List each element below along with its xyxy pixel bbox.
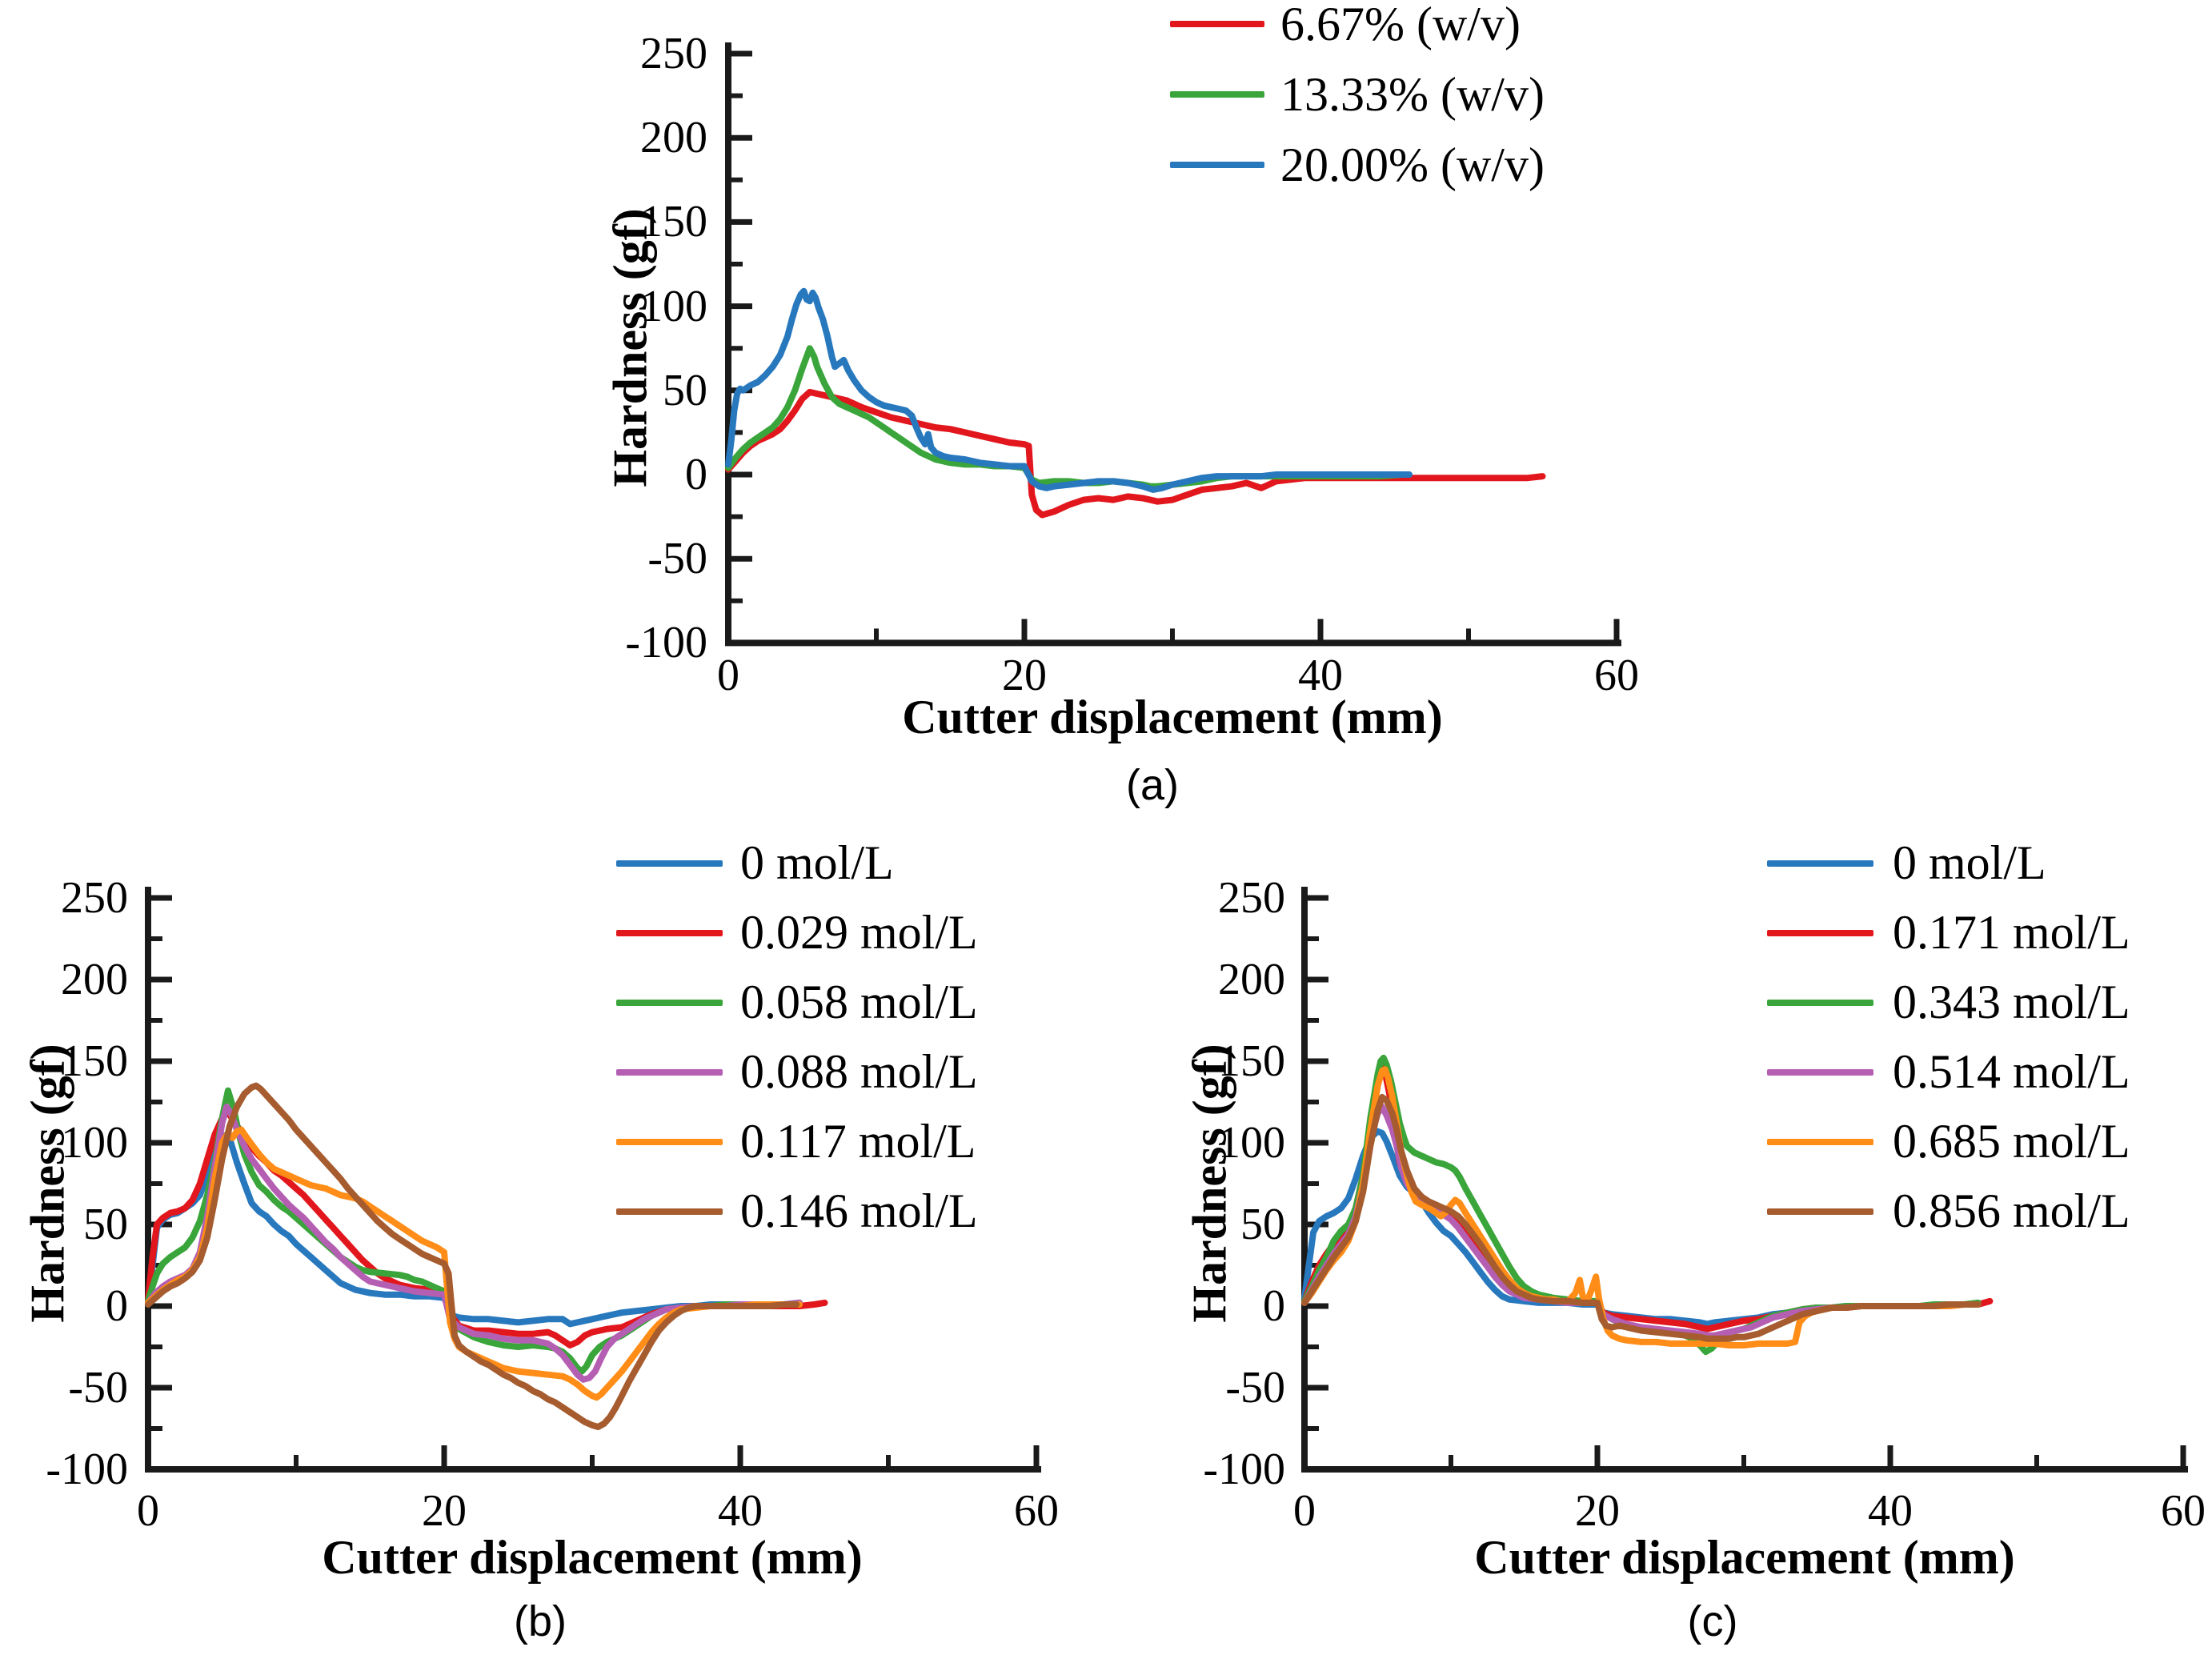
y-tick-label: 100 xyxy=(61,1118,128,1168)
y-tick-label: -100 xyxy=(1203,1445,1285,1494)
series-line xyxy=(725,388,1546,519)
y-tick-label: 200 xyxy=(61,955,128,1004)
legend-label: 0.343 mol/L xyxy=(1893,976,2130,1028)
y-tick-label: 50 xyxy=(663,365,707,415)
legend-line-swatch xyxy=(1767,999,1873,1006)
legend-line-swatch xyxy=(1767,929,1873,936)
legend-line-swatch xyxy=(616,999,723,1006)
legend-line-swatch xyxy=(616,1208,723,1215)
legend-item: 0.029 mol/L xyxy=(616,898,978,968)
legend-label: 0.058 mol/L xyxy=(740,976,978,1028)
legend-line-swatch xyxy=(1170,21,1264,27)
y-tick-label: -50 xyxy=(647,534,707,584)
y-tick-label: -50 xyxy=(68,1363,128,1413)
legend-line-swatch xyxy=(1767,1138,1873,1145)
legend-label: 20.00% (w/v) xyxy=(1280,138,1545,191)
legend-item: 0.146 mol/L xyxy=(616,1176,978,1246)
caption-b: (b) xyxy=(514,1597,567,1645)
y-tick-label: 250 xyxy=(1218,873,1285,923)
x-tick-label: 20 xyxy=(1002,651,1047,700)
x-tick-label: 60 xyxy=(2161,1486,2206,1536)
caption-a: (a) xyxy=(1126,761,1179,809)
legend-item: 20.00% (w/v) xyxy=(1170,130,1545,200)
legend-item: 0.058 mol/L xyxy=(616,968,978,1037)
y-tick-label: 100 xyxy=(1218,1118,1285,1168)
y-tick-label: 200 xyxy=(640,113,707,163)
legend-label: 0.117 mol/L xyxy=(740,1115,976,1168)
y-tick-label: 0 xyxy=(106,1281,128,1331)
y-tick-label: 150 xyxy=(61,1036,128,1086)
legend-item: 0.088 mol/L xyxy=(616,1037,978,1107)
y-tick-label: -50 xyxy=(1225,1363,1285,1413)
legend-label: 0.029 mol/L xyxy=(740,906,978,959)
legend-label: 6.67% (w/v) xyxy=(1280,0,1521,50)
legend-line-swatch xyxy=(1767,860,1873,867)
series-line xyxy=(725,345,1405,490)
x-tick-label: 40 xyxy=(1868,1486,1913,1536)
y-tick-label: 0 xyxy=(1263,1281,1285,1331)
legend-item: 0.117 mol/L xyxy=(616,1107,978,1176)
x-tick-label: 0 xyxy=(717,651,739,700)
y-tick-label: 150 xyxy=(1218,1036,1285,1086)
legend-c: 0 mol/L 0.171 mol/L 0.343 mol/L 0.514 mol/L… xyxy=(1767,828,2130,1246)
y-tick-label: -100 xyxy=(46,1445,128,1494)
legend-line-swatch xyxy=(616,1068,723,1076)
x-tick-label: 60 xyxy=(1014,1486,1059,1536)
legend-line-swatch xyxy=(616,860,723,867)
legend-line-swatch xyxy=(1767,1068,1873,1076)
y-tick-label: -100 xyxy=(625,618,707,668)
legend-item: 0.171 mol/L xyxy=(1767,898,2130,968)
legend-a: 6.67% (w/v) 13.33% (w/v) 20.00% (w/v) xyxy=(1170,0,1545,200)
y-tick-label: 150 xyxy=(640,197,707,247)
y-tick-label: 0 xyxy=(685,450,707,499)
x-axis-label-b: Cutter displacement (mm) xyxy=(322,1531,863,1584)
y-tick-label: 50 xyxy=(83,1200,128,1249)
x-tick-label: 60 xyxy=(1594,651,1639,700)
legend-item: 13.33% (w/v) xyxy=(1170,59,1545,130)
series-line xyxy=(725,287,1413,493)
x-tick-label: 40 xyxy=(1298,651,1343,700)
legend-item: 0.514 mol/L xyxy=(1767,1037,2130,1107)
legend-line-swatch xyxy=(1767,1208,1873,1215)
legend-label: 0.685 mol/L xyxy=(1893,1115,2130,1168)
legend-item: 6.67% (w/v) xyxy=(1170,0,1545,59)
legend-label: 0 mol/L xyxy=(740,836,894,889)
y-tick-label: 100 xyxy=(640,281,707,331)
legend-item: 0.685 mol/L xyxy=(1767,1107,2130,1176)
x-tick-label: 0 xyxy=(1293,1486,1316,1536)
x-tick-label: 20 xyxy=(422,1486,467,1536)
legend-label: 0.146 mol/L xyxy=(740,1184,978,1237)
legend-item: 0.856 mol/L xyxy=(1767,1176,2130,1246)
y-tick-label: 200 xyxy=(1218,955,1285,1004)
legend-label: 0.171 mol/L xyxy=(1893,906,2130,959)
y-tick-label: 250 xyxy=(61,873,128,923)
y-tick-label: 50 xyxy=(1240,1200,1285,1249)
legend-line-swatch xyxy=(616,1138,723,1145)
legend-item: 0 mol/L xyxy=(616,828,978,898)
legend-line-swatch xyxy=(616,929,723,936)
caption-c: (c) xyxy=(1687,1597,1738,1645)
x-axis-label-a: Cutter displacement (mm) xyxy=(902,691,1443,743)
x-axis-label-c: Cutter displacement (mm) xyxy=(1474,1531,2015,1584)
legend-line-swatch xyxy=(1170,162,1264,168)
legend-b: 0 mol/L 0.029 mol/L 0.058 mol/L 0.088 mol/L… xyxy=(616,828,978,1246)
y-tick-label: 250 xyxy=(640,29,707,78)
legend-label: 0.856 mol/L xyxy=(1893,1184,2130,1237)
x-tick-label: 20 xyxy=(1575,1486,1620,1536)
legend-label: 0.088 mol/L xyxy=(740,1045,978,1098)
x-tick-label: 40 xyxy=(718,1486,763,1536)
legend-line-swatch xyxy=(1170,91,1264,98)
legend-label: 0 mol/L xyxy=(1893,836,2046,889)
x-tick-label: 0 xyxy=(137,1486,159,1536)
legend-label: 0.514 mol/L xyxy=(1893,1045,2130,1098)
legend-item: 0 mol/L xyxy=(1767,828,2130,898)
legend-item: 0.343 mol/L xyxy=(1767,968,2130,1037)
legend-label: 13.33% (w/v) xyxy=(1280,67,1545,121)
